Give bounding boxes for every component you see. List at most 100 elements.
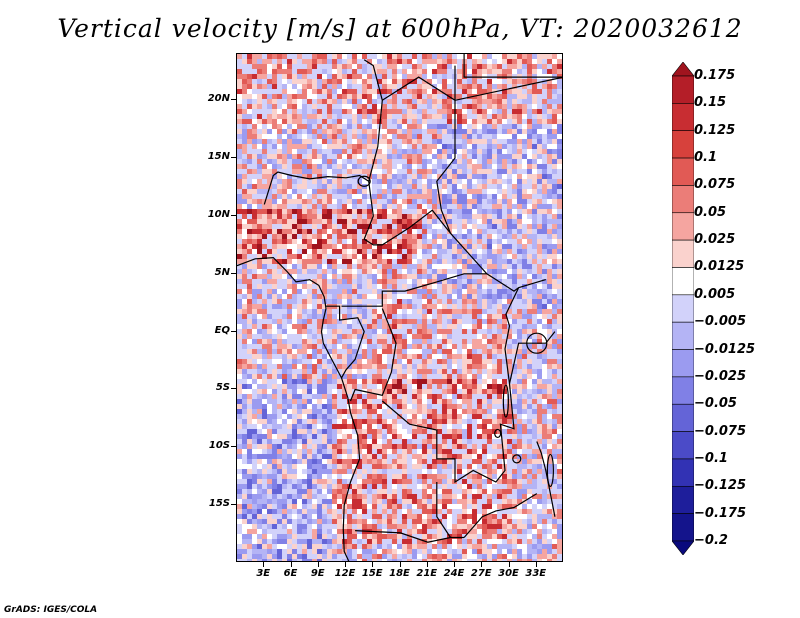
field-cell [332,234,338,240]
field-cell [392,219,398,225]
field-cell [262,394,268,400]
field-cell [267,304,273,310]
field-cell [472,199,478,205]
field-cell [237,229,243,235]
field-cell [527,114,533,120]
field-cell [487,304,493,310]
field-cell [397,334,403,340]
field-cell [467,294,473,300]
field-cell [452,344,458,350]
field-cell [282,404,288,410]
field-cell [262,419,268,425]
field-cell [447,134,453,140]
field-cell [377,224,383,230]
field-cell [492,84,498,90]
field-cell [527,339,533,345]
field-cell [237,374,243,380]
field-cell [372,344,378,350]
field-cell [412,189,418,195]
field-cell [312,329,318,335]
field-cell [562,234,563,240]
field-cell [417,79,423,85]
field-cell [427,234,433,240]
field-cell [442,269,448,275]
field-cell [442,314,448,320]
field-cell [517,344,523,350]
field-cell [367,389,373,395]
field-cell [392,429,398,435]
field-cell [537,384,543,390]
field-cell [252,184,258,190]
field-cell [452,199,458,205]
field-cell [432,219,438,225]
field-cell [292,234,298,240]
field-cell [247,214,253,220]
field-cell [332,159,338,165]
field-cell [407,74,413,80]
field-cell [437,414,443,420]
field-cell [422,74,428,80]
field-cell [417,214,423,220]
field-cell [387,314,393,320]
field-cell [402,99,408,105]
field-cell [472,324,478,330]
field-cell [447,144,453,150]
field-cell [317,274,323,280]
field-cell [557,204,562,210]
field-cell [527,259,533,265]
field-cell [557,259,562,265]
field-cell [327,404,333,410]
field-cell [482,54,488,60]
field-cell [422,94,428,100]
field-cell [387,284,393,290]
field-cell [377,264,383,270]
field-cell [562,89,563,95]
field-cell [512,84,518,90]
field-cell [252,209,258,215]
field-cell [267,274,273,280]
field-cell [347,294,353,300]
field-cell [412,429,418,435]
field-cell [507,404,513,410]
field-cell [467,399,473,405]
field-cell [447,219,453,225]
field-cell [432,289,438,295]
field-cell [517,59,523,65]
field-cell [477,409,483,415]
field-cell [502,179,508,185]
field-cell [527,109,533,115]
field-cell [387,149,393,155]
field-cell [337,64,343,70]
field-cell [537,324,543,330]
field-cell [397,139,403,145]
field-cell [487,199,493,205]
field-cell [302,399,308,405]
field-cell [382,309,388,315]
field-cell [502,169,508,175]
field-cell [427,314,433,320]
field-cell [382,94,388,100]
field-cell [497,184,503,190]
field-cell [497,249,503,255]
field-cell [502,194,508,200]
field-cell [532,149,538,155]
field-cell [372,109,378,115]
field-cell [342,94,348,100]
field-cell [467,219,473,225]
field-cell [302,254,308,260]
field-cell [437,399,443,405]
field-cell [467,314,473,320]
field-cell [257,324,263,330]
field-cell [462,369,468,375]
field-cell [537,394,543,400]
field-cell [317,99,323,105]
field-cell [522,169,528,175]
field-cell [442,149,448,155]
field-cell [367,159,373,165]
field-cell [457,114,463,120]
field-cell [462,224,468,230]
field-cell [282,104,288,110]
field-cell [277,99,283,105]
field-cell [537,174,543,180]
field-cell [552,404,558,410]
